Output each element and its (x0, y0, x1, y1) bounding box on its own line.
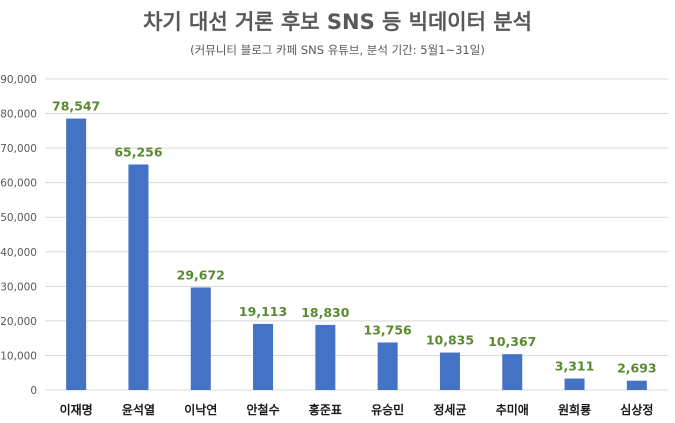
bar (439, 352, 460, 390)
bar (564, 378, 585, 390)
bar (502, 354, 523, 390)
y-axis-ticks: 0 10,000 20,000 30,000 40,000 50,000 60,000 70,… (0, 74, 37, 397)
data-label: 19,113 (239, 304, 287, 319)
data-label: 10,367 (488, 334, 536, 349)
y-tick-label: 40,000 (0, 247, 37, 259)
chart-subtitle: (커뮤니티 블로그 카페 SNS 유튜브, 분석 기간: 5월1~31일) (190, 43, 485, 57)
x-category-label: 이낙연 (184, 402, 217, 417)
data-labels: 78,547 65,256 29,672 19,113 18,830 13,756 10,8… (52, 99, 657, 376)
y-tick-label: 50,000 (0, 212, 37, 224)
x-category-label: 안철수 (246, 402, 279, 417)
y-tick-label: 70,000 (0, 143, 37, 155)
y-tick-label: 30,000 (0, 281, 37, 293)
x-category-label: 유승민 (371, 402, 404, 417)
x-category-label: 심상정 (620, 402, 653, 417)
bar (190, 287, 211, 390)
data-label: 18,830 (301, 305, 350, 320)
x-axis-categories: 이재명 윤석열 이낙연 안철수 홍준표 유승민 정세균 추미애 원희룡 심상정 (60, 402, 654, 417)
data-label: 2,693 (617, 361, 657, 376)
data-label: 3,311 (555, 359, 595, 374)
data-label: 10,835 (426, 333, 474, 348)
x-category-label: 정세균 (433, 402, 466, 417)
y-tick-label: 60,000 (0, 178, 37, 190)
y-tick-label: 0 (30, 385, 37, 397)
data-label: 65,256 (114, 145, 163, 160)
x-category-label: 추미애 (496, 402, 529, 417)
y-tick-label: 10,000 (0, 350, 37, 362)
bar (66, 118, 87, 390)
data-label: 13,756 (364, 322, 413, 337)
y-tick-label: 80,000 (0, 109, 37, 121)
bar (377, 342, 398, 390)
data-label: 78,547 (52, 99, 100, 114)
bar (315, 324, 336, 390)
bars (66, 118, 647, 390)
bar (253, 323, 274, 390)
gridlines (45, 78, 668, 391)
x-category-label: 홍준표 (309, 402, 342, 417)
x-category-label: 원희룡 (558, 402, 591, 417)
y-tick-label: 90,000 (0, 74, 37, 86)
x-category-label: 윤석열 (122, 402, 155, 417)
x-category-label: 이재명 (60, 402, 93, 417)
y-tick-label: 20,000 (0, 316, 37, 328)
bar (128, 164, 149, 390)
bar (626, 380, 647, 390)
data-label: 29,672 (177, 267, 225, 282)
chart-title: 차기 대선 거론 후보 SNS 등 빅데이터 분석 (143, 10, 532, 34)
